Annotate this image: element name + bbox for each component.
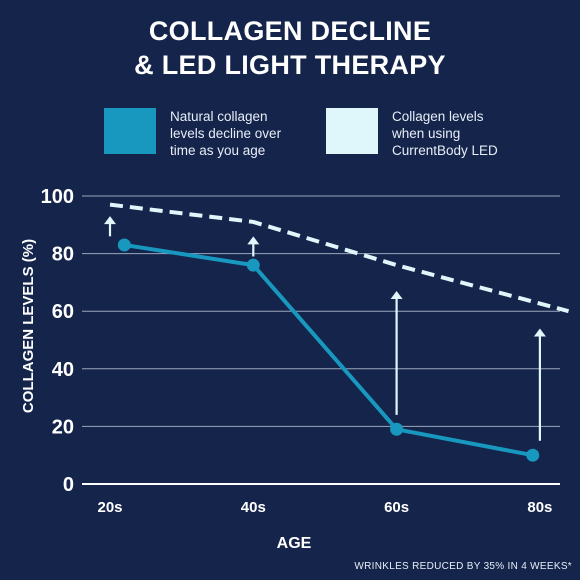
legend-led-line-2: when using	[392, 126, 461, 141]
data-point-natural	[117, 238, 131, 252]
legend-natural-line-3: time as you age	[170, 143, 266, 158]
data-point-natural	[390, 422, 404, 436]
legend-natural-line-2: levels decline over	[170, 126, 282, 141]
increase-arrow-head	[104, 216, 116, 225]
title-line-2: & LED LIGHT THERAPY	[134, 50, 446, 80]
increase-arrow-head	[533, 328, 546, 337]
y-axis-label: COLLAGEN LEVELS (%)	[20, 239, 37, 413]
increase-arrow-head	[247, 236, 260, 245]
x-axis-label: AGE	[277, 535, 312, 552]
series-line-led	[109, 202, 570, 314]
legend-led-line-3: CurrentBody LED	[392, 143, 498, 158]
legend-label-natural: Natural collagen levels decline over tim…	[170, 108, 320, 159]
legend-swatch-led	[326, 108, 378, 154]
y-tick-label: 100	[41, 186, 74, 208]
y-tick-label: 60	[52, 301, 74, 323]
x-tick-label: 40s	[241, 499, 266, 516]
y-tick-label: 0	[63, 474, 74, 496]
legend-natural-line-1: Natural collagen	[170, 109, 268, 124]
legend-led: Collagen levels when using CurrentBody L…	[326, 108, 542, 159]
chart-title: COLLAGEN DECLINE & LED LIGHT THERAPY	[0, 14, 580, 82]
y-tick-label: 80	[52, 244, 74, 266]
y-tick-label: 20	[52, 416, 74, 438]
x-tick-label: 60s	[384, 499, 409, 516]
x-tick-label: 80s	[527, 499, 552, 516]
legend-led-line-1: Collagen levels	[392, 109, 484, 124]
legend-label-led: Collagen levels when using CurrentBody L…	[392, 108, 542, 159]
title-line-1: COLLAGEN DECLINE	[148, 16, 432, 46]
data-point-natural	[246, 258, 260, 272]
legend-natural: Natural collagen levels decline over tim…	[104, 108, 320, 159]
data-point-natural	[526, 448, 540, 462]
increase-arrow-head	[390, 291, 403, 300]
footnote: WRINKLES REDUCED BY 35% IN 4 WEEKS*	[354, 561, 572, 572]
x-tick-label: 20s	[97, 499, 122, 516]
legend-swatch-natural	[104, 108, 156, 154]
series-line-natural	[124, 242, 534, 458]
y-tick-label: 40	[52, 359, 74, 381]
